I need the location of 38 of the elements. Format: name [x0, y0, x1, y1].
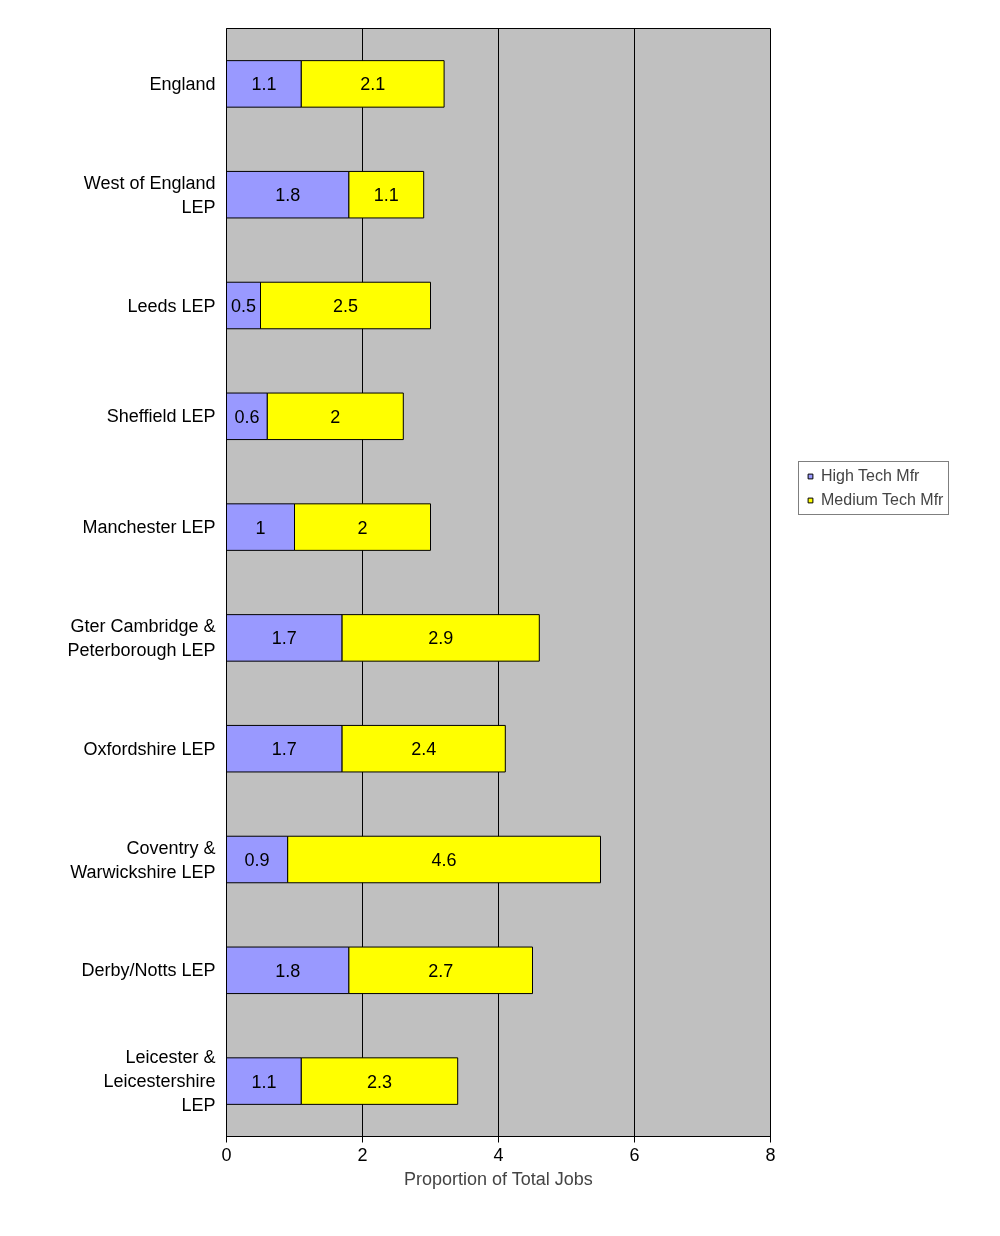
y-tick-label: West of England LEP — [83, 172, 216, 217]
data-label: 2.3 — [366, 1071, 393, 1092]
data-label: 2.7 — [428, 960, 454, 981]
y-tick-label: Manchester LEP — [82, 517, 216, 538]
data-label: 1.8 — [275, 960, 301, 981]
legend-label: High Tech Mfr — [821, 467, 920, 485]
data-label: 0.5 — [230, 296, 257, 316]
x-axis-title: Proportion of Total Jobs — [403, 1168, 593, 1189]
data-label: 1.1 — [251, 74, 277, 95]
x-tick-label: 2 — [357, 1144, 368, 1165]
data-label: 1.7 — [271, 739, 297, 760]
data-label: 2.1 — [360, 74, 386, 95]
y-tick-label: Sheffield LEP — [106, 406, 216, 427]
legend-label: Medium Tech Mfr — [821, 491, 944, 509]
y-tick-label: Gter Cambridge & Peterborough LEP — [67, 615, 216, 660]
x-tick-label: 4 — [493, 1144, 504, 1165]
y-tick-label: England — [149, 73, 216, 94]
data-label: 1.1 — [251, 1071, 277, 1092]
y-tick-label: Coventry & Warwickshire LEP — [70, 837, 216, 882]
y-tick-label: Derby/Notts LEP — [81, 960, 216, 981]
y-tick-label: Leicester & Leicestershire LEP — [103, 1047, 216, 1116]
data-label: 1 — [255, 517, 266, 538]
data-label: 2.4 — [411, 739, 437, 760]
y-tick-label: Oxfordshire LEP — [83, 738, 216, 759]
x-tick-label: 6 — [629, 1144, 640, 1165]
data-label: 0.6 — [234, 406, 260, 427]
data-label: 4.6 — [431, 850, 457, 870]
data-label: 1.8 — [275, 185, 301, 206]
data-label: 2.5 — [332, 296, 359, 316]
data-label: 1.1 — [373, 185, 399, 206]
data-label: 1.7 — [271, 628, 297, 649]
y-tick-label: Leeds LEP — [127, 295, 216, 316]
data-label: 2.9 — [428, 628, 454, 649]
x-tick-label: 8 — [765, 1144, 776, 1165]
data-label: 2 — [357, 517, 368, 538]
data-label: 0.9 — [244, 850, 270, 870]
data-label: 2 — [330, 406, 341, 427]
x-tick-label: 0 — [221, 1144, 232, 1165]
